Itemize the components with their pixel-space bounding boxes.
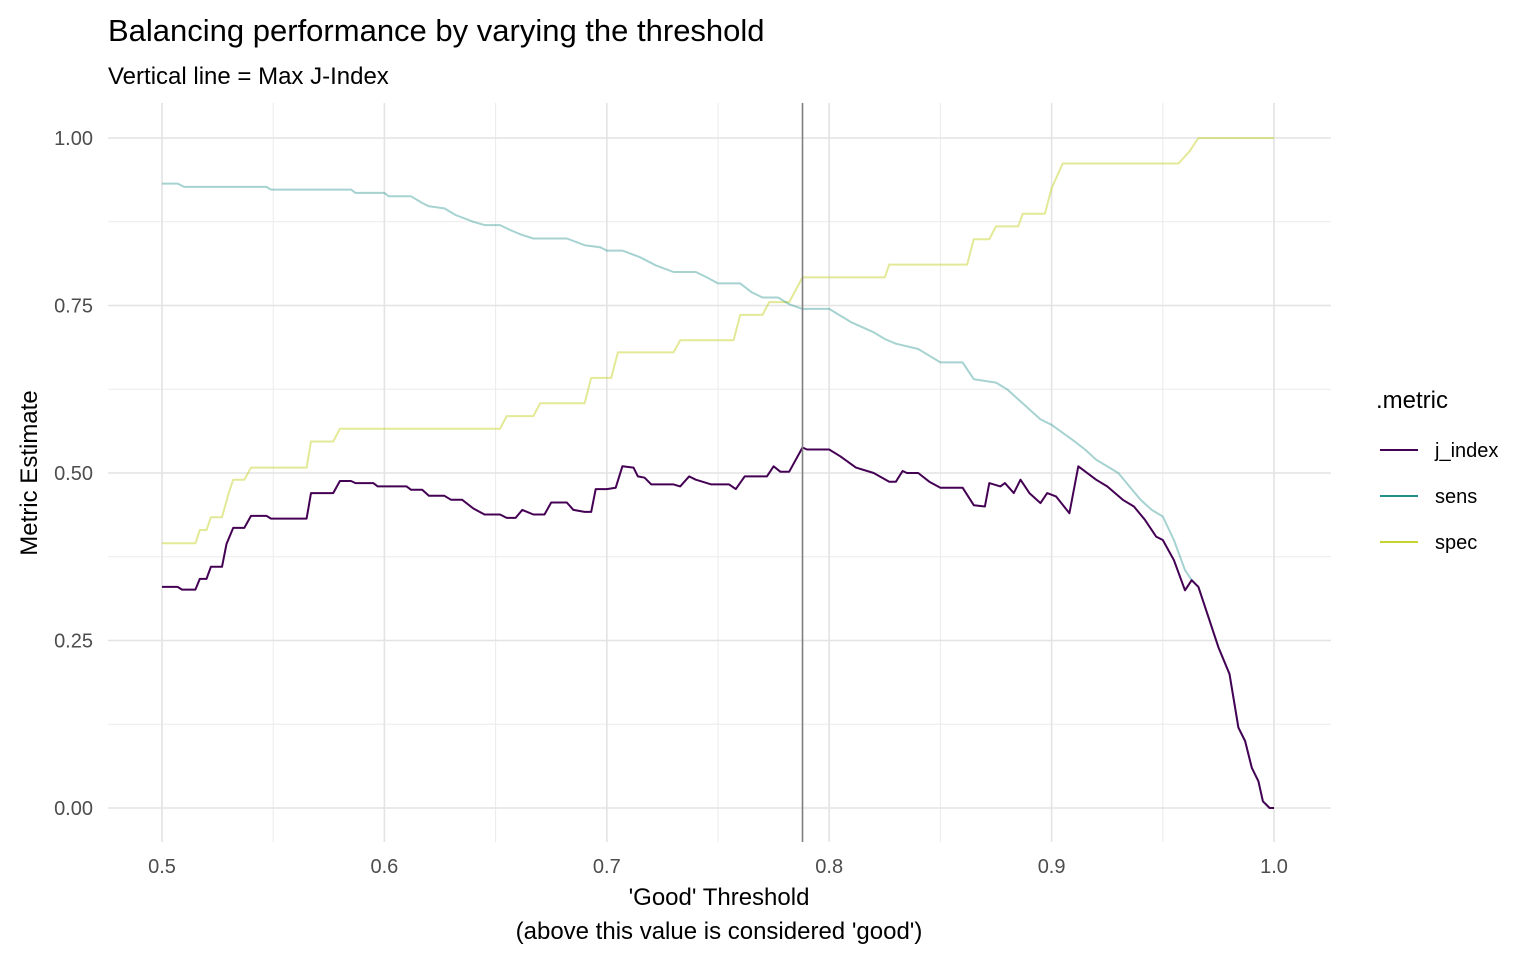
x-tick-label: 1.0 bbox=[1260, 856, 1288, 878]
x-axis-subtitle: (above this value is considered 'good') bbox=[516, 918, 923, 945]
y-tick-label: 0.25 bbox=[54, 631, 93, 653]
grid-lines bbox=[108, 103, 1331, 842]
series-line-spec bbox=[162, 137, 1274, 545]
series-line-j-index bbox=[162, 446, 1274, 809]
legend-label-spec: spec bbox=[1435, 532, 1477, 554]
y-tick-label: 0.00 bbox=[54, 798, 93, 820]
series-line-sens bbox=[162, 182, 1274, 809]
x-tick-label: 0.6 bbox=[370, 856, 398, 878]
x-tick-label: 0.8 bbox=[815, 856, 843, 878]
series-lines bbox=[162, 137, 1274, 809]
chart-subtitle: Vertical line = Max J-Index bbox=[108, 63, 389, 90]
y-axis-ticks: 0.00 0.25 0.50 0.75 1.00 bbox=[54, 128, 93, 820]
x-tick-label: 0.7 bbox=[593, 856, 621, 878]
y-axis-title: Metric Estimate bbox=[16, 390, 43, 555]
x-axis-title: 'Good' Threshold bbox=[629, 884, 810, 911]
x-tick-label: 0.9 bbox=[1038, 856, 1066, 878]
x-axis-ticks: 0.5 0.6 0.7 0.8 0.9 1.0 bbox=[148, 856, 1288, 878]
y-tick-label: 0.50 bbox=[54, 463, 93, 485]
x-tick-label: 0.5 bbox=[148, 856, 176, 878]
chart-title: Balancing performance by varying the thr… bbox=[108, 13, 765, 48]
legend-label-j-index: j_index bbox=[1434, 440, 1498, 462]
y-tick-label: 1.00 bbox=[54, 128, 93, 150]
legend-label-sens: sens bbox=[1435, 486, 1477, 508]
legend-title: .metric bbox=[1376, 387, 1448, 414]
y-tick-label: 0.75 bbox=[54, 296, 93, 318]
